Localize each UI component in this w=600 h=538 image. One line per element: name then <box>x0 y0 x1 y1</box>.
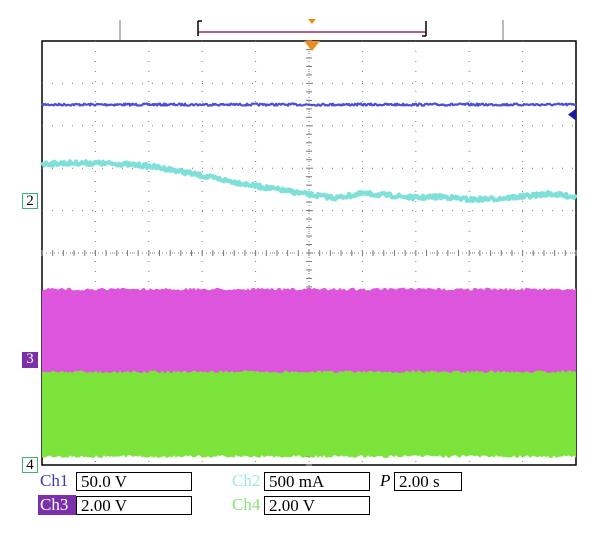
ch2-label: Ch2 <box>232 471 261 490</box>
scope-traces <box>40 102 578 458</box>
ch3-label: Ch3 <box>38 495 76 515</box>
oscilloscope-display <box>40 19 578 466</box>
period-value: 2.00 s <box>394 471 462 491</box>
ch1-scale-value: 50.0 V <box>76 471 192 491</box>
ch1-trace <box>41 102 577 107</box>
settings-row-2: Ch3 2.00 V Ch4 2.00 V <box>38 494 370 516</box>
ch4-ground-marker: 4 <box>22 457 38 473</box>
ch3-ground-marker: 3 <box>22 352 38 368</box>
ch2-trace <box>40 159 578 204</box>
settings-row-1: Ch1 50.0 V Ch2 500 mA P 2.00 s <box>38 470 462 492</box>
ch2-ground-marker: 2 <box>22 193 38 209</box>
ch4-label: Ch4 <box>232 495 261 514</box>
scope-overlay <box>119 19 576 121</box>
period-label: P <box>380 471 391 490</box>
ch3-scale-value: 2.00 V <box>76 495 192 515</box>
trigger-position-icon <box>304 41 320 51</box>
ch1-label: Ch1 <box>40 471 69 490</box>
ch4-scale-value: 2.00 V <box>264 495 370 515</box>
ch2-scale-value: 500 mA <box>264 471 370 491</box>
trigger-position-small-icon <box>308 19 316 24</box>
ch1-level-arrow-icon <box>568 108 576 121</box>
